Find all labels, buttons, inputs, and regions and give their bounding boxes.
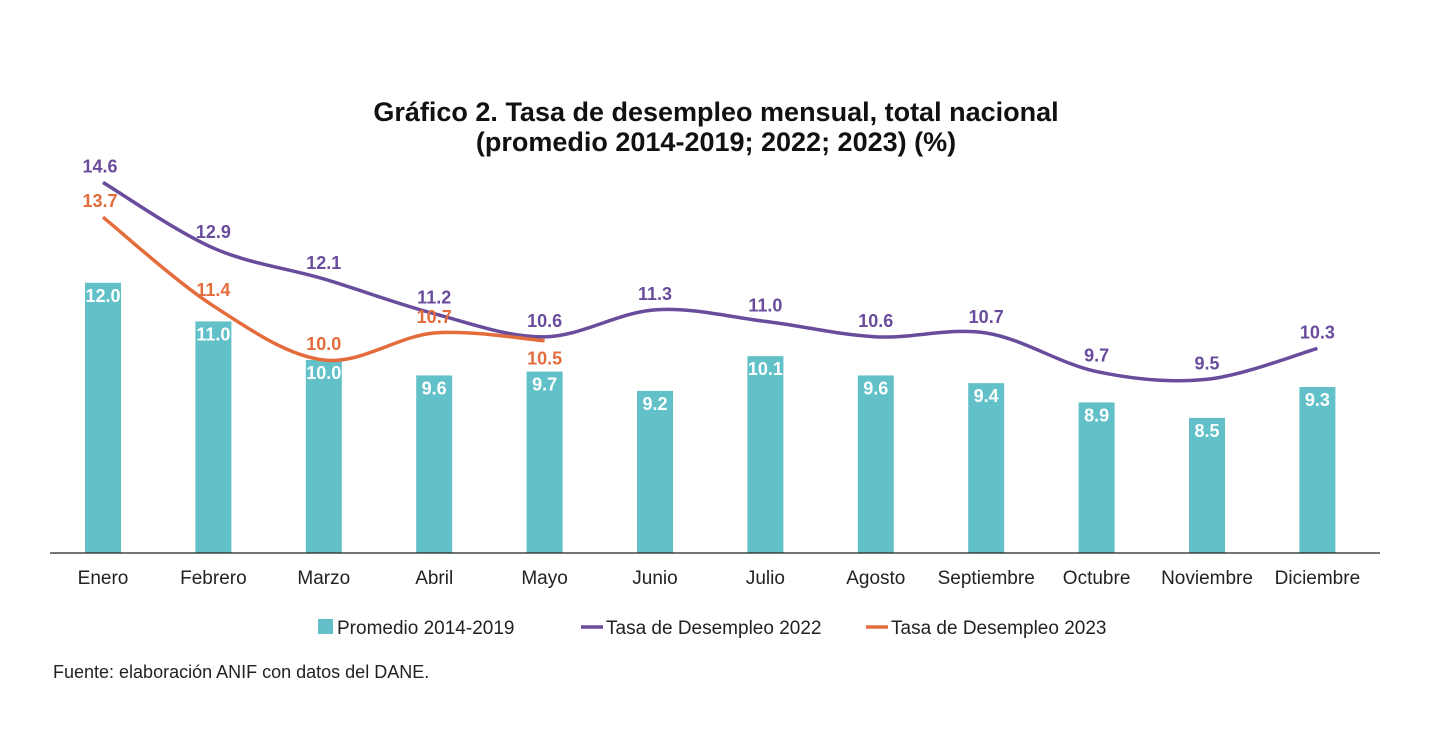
bar [968,383,1005,553]
bar [416,375,453,553]
bar-label: 8.9 [1084,405,1109,425]
bar [637,390,673,553]
x-tick-label: Diciembre [1275,568,1361,589]
bar [1299,387,1336,553]
bar [85,282,121,553]
legend-label: Tasa de Desempleo 2023 [891,618,1106,639]
chart-title: Gráfico 2. Tasa de desempleo mensual, to… [373,97,1059,127]
bar-label: 9.6 [422,378,447,398]
x-tick-label: Marzo [297,568,350,589]
x-tick-label: Julio [746,568,785,589]
bar-label: 11.0 [196,324,230,344]
line-data-label: 11.2 [417,288,451,308]
line-data-label: 11.0 [748,295,782,315]
x-tick-label: Octubre [1063,568,1131,589]
x-tick-label: Agosto [846,568,905,589]
bar-label: 9.4 [974,386,999,406]
bar [305,360,342,553]
x-tick-label: Septiembre [938,568,1035,589]
bar-label: 8.5 [1194,421,1219,441]
line-data-label: 12.1 [306,253,341,273]
bar [747,356,784,553]
legend-label: Promedio 2014-2019 [337,618,514,639]
bar [857,375,894,553]
x-tick-label: Junio [632,568,677,589]
legend-label: Tasa de Desempleo 2022 [606,618,821,639]
bar [526,371,563,553]
x-tick-label: Abril [415,568,453,589]
line-data-label: 11.3 [638,284,672,304]
source-note: Fuente: elaboración ANIF con datos del D… [53,662,430,682]
line-series-2023 [101,215,545,363]
line-data-label: 10.7 [969,307,1004,327]
bar [1189,417,1225,553]
line-data-label: 9.7 [1084,346,1109,366]
x-tick-label: Mayo [521,568,567,589]
line-data-label: 10.7 [417,307,452,327]
line-data-label: 10.6 [858,311,893,331]
line-data-label: 12.9 [196,222,231,242]
line-data-label: 10.0 [306,334,341,354]
line-data-label: 10.6 [527,311,562,331]
x-tick-label: Noviembre [1161,568,1253,589]
x-tick-label: Febrero [180,568,247,589]
chart-subtitle: (promedio 2014-2019; 2022; 2023) (%) [475,127,957,157]
line-data-label: 10.3 [1300,322,1335,342]
bar-label: 9.6 [863,378,888,398]
line-series-2022 [102,180,1318,383]
line-data-label: 11.4 [196,280,230,300]
bar [195,321,232,553]
bar [1078,402,1115,553]
line-data-label: 14.6 [82,156,117,176]
bar-label: 10.0 [306,363,341,383]
bar-label: 9.7 [532,375,557,395]
bar-label: 9.3 [1305,390,1330,410]
line-data-label: 10.5 [527,349,562,369]
bar-label: 12.0 [85,286,120,306]
legend-swatch [318,619,333,634]
bar-label: 9.2 [642,394,667,414]
line-data-label: 9.5 [1194,353,1219,373]
line-data-label: 13.7 [82,191,117,211]
x-tick-label: Enero [78,568,129,589]
bar-label: 10.1 [748,359,783,379]
